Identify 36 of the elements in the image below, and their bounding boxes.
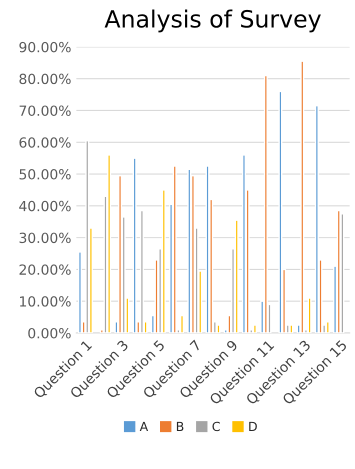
y-tick-label: 80.00%	[19, 74, 71, 84]
bar	[314, 105, 319, 333]
y-tick-label: 10.00%	[20, 296, 71, 307]
bar	[78, 251, 82, 333]
y-tick-label: 50.00%	[20, 169, 71, 180]
bar	[162, 189, 166, 333]
y-tick-label: 0.00%	[28, 328, 71, 338]
bar	[140, 210, 144, 333]
bar	[187, 168, 192, 333]
legend-label: C	[212, 422, 220, 432]
bar	[308, 297, 312, 333]
y-tick-label: 90.00%	[19, 42, 71, 52]
bar	[118, 174, 122, 333]
y-tick-label: 20.00%	[20, 264, 71, 275]
bar	[216, 324, 220, 333]
y-tick-label: 60.00%	[19, 137, 71, 148]
y-tick-label: 40.00%	[19, 200, 71, 212]
bar	[264, 74, 268, 333]
bar	[340, 213, 344, 333]
bar	[234, 219, 239, 333]
bar	[300, 60, 304, 333]
bar	[132, 157, 137, 333]
bar	[252, 324, 257, 333]
y-tick-label: 70.00%	[20, 105, 71, 116]
bar	[326, 321, 330, 333]
legend-label: D	[249, 422, 257, 431]
bar	[107, 154, 112, 333]
chart-title: Analysis of Survey	[104, 10, 321, 32]
bar	[242, 154, 246, 333]
bar	[289, 324, 294, 333]
bar	[206, 165, 210, 333]
bar	[278, 90, 282, 333]
y-tick-label: 30.00%	[20, 232, 71, 244]
legend-label: B	[176, 422, 184, 431]
bar	[180, 314, 184, 333]
legend-label: A	[140, 422, 148, 431]
